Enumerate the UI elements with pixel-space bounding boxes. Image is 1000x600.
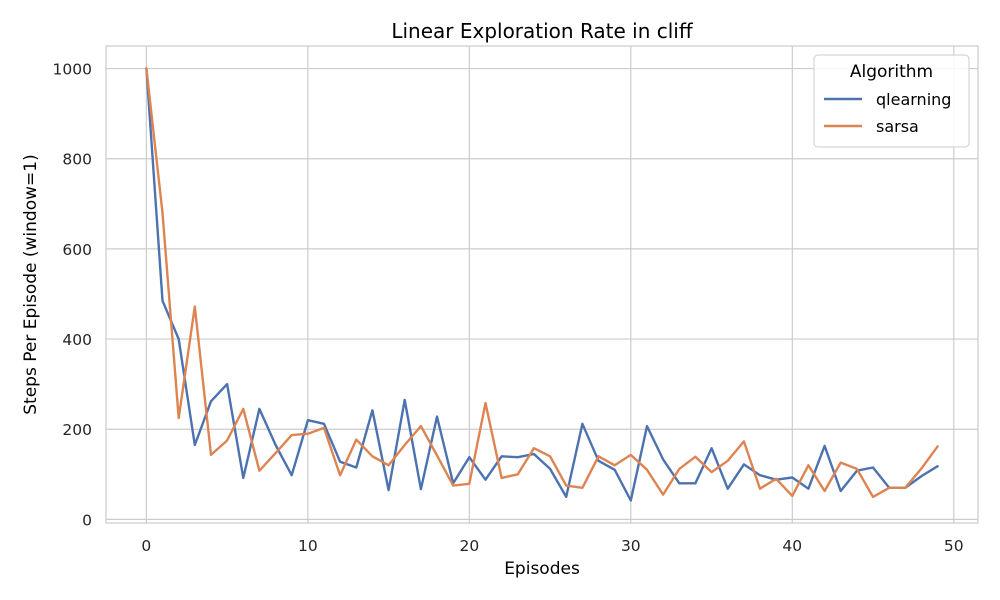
legend: Algorithm qlearning sarsa [813, 54, 970, 148]
y-axis-label: Steps Per Episode (window=1) [21, 154, 41, 414]
x-tick-label: 20 [459, 537, 479, 555]
legend-label-qlearning: qlearning [876, 90, 951, 109]
y-tick-label: 200 [62, 421, 92, 439]
legend-title: Algorithm [850, 62, 933, 82]
x-tick-label: 10 [298, 537, 318, 555]
plot-frame [105, 45, 979, 524]
tick-labels: 0 10 20 30 40 50 0 200 400 600 800 1000 [53, 61, 964, 555]
x-axis-label: Episodes [504, 559, 580, 579]
y-tick-label: 800 [62, 151, 92, 169]
x-tick-label: 40 [782, 537, 802, 555]
x-tick-label: 0 [141, 537, 151, 555]
legend-box [813, 54, 970, 148]
legend-items: qlearning sarsa [824, 90, 951, 136]
legend-label-sarsa: sarsa [876, 117, 919, 136]
x-tick-label: 50 [944, 537, 964, 555]
series-line-sarsa [145, 67, 939, 499]
y-tick-label: 0 [82, 511, 92, 529]
chart-title: Linear Exploration Rate in cliff [391, 19, 694, 43]
y-tick-label: 600 [62, 241, 92, 259]
y-tick-label: 400 [62, 331, 92, 349]
series-lines [145, 67, 939, 502]
x-tick-label: 30 [621, 537, 641, 555]
y-tick-label: 1000 [53, 61, 92, 79]
